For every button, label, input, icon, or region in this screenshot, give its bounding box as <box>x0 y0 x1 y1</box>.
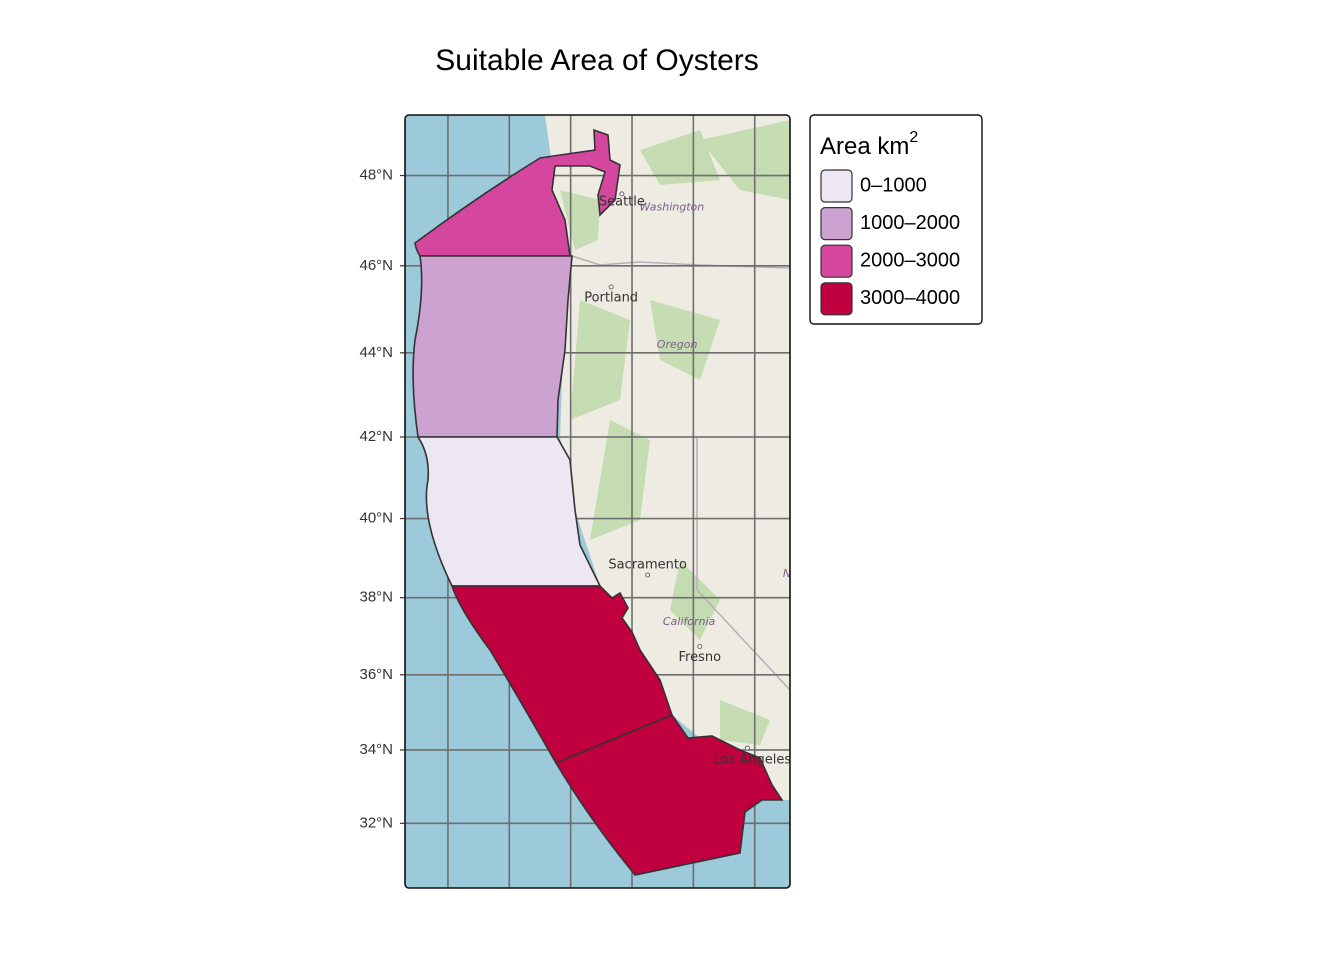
city-marker <box>608 284 614 290</box>
city-label: Portland <box>584 290 638 305</box>
legend-swatch <box>820 244 853 278</box>
legend-box <box>809 114 983 325</box>
legend-title: Area km2 <box>820 129 918 160</box>
region-north-california <box>416 436 602 587</box>
panel-border <box>404 114 791 889</box>
state-label: Oregon <box>657 338 698 351</box>
y-tick-label: 32°N <box>359 814 393 831</box>
legend: Area km2 0–1000 1000–2000 2000–3000 3000–40… <box>809 114 983 325</box>
y-tick-label: 46°N <box>359 257 393 274</box>
city-label: Fresno <box>679 650 722 665</box>
y-axis: 32°N 34°N 36°N 38°N 40°N 42°N 44°N 46°N 48°N <box>359 167 405 831</box>
legend-swatch <box>820 207 853 241</box>
city-label: Seattle <box>599 194 645 209</box>
state-label: California <box>663 615 716 628</box>
region-oregon <box>412 255 573 438</box>
vegetation <box>560 120 790 745</box>
map-panel: Washington Oregon California Nevada Seattle… <box>405 115 825 888</box>
places: Seattle Portland Sacramento Fresno Los Angel… <box>584 194 792 768</box>
city-marker <box>619 191 625 197</box>
legend-swatch <box>820 282 853 316</box>
y-tick-label: 36°N <box>359 666 393 683</box>
legend-swatch <box>820 169 853 203</box>
legend-label: 3000–4000 <box>860 287 960 309</box>
y-tick-label: 40°N <box>359 510 393 527</box>
y-tick-label: 38°N <box>359 589 393 606</box>
legend-title-sup: 2 <box>909 129 918 146</box>
y-tick-label: 48°N <box>359 167 393 184</box>
city-label: Sacramento <box>608 557 687 572</box>
legend-label: 2000–3000 <box>860 249 960 271</box>
regions <box>412 128 784 876</box>
region-washington <box>414 128 621 257</box>
city-label: Los Angeles <box>714 753 792 768</box>
land <box>545 115 790 800</box>
legend-label: 0–1000 <box>860 174 927 196</box>
y-tick-label: 34°N <box>359 741 393 758</box>
legend-label: 1000–2000 <box>860 212 960 234</box>
state-label: Nevada <box>783 567 825 580</box>
city-marker <box>697 644 703 650</box>
city-marker <box>744 745 750 751</box>
legend-title-text: Area km <box>820 133 909 160</box>
y-tick-label: 42°N <box>359 428 393 445</box>
map-title: Suitable Area of Oysters <box>435 44 759 77</box>
city-marker <box>645 572 651 578</box>
region-south-california <box>554 714 784 876</box>
state-label: Washington <box>640 201 705 214</box>
y-tick-label: 44°N <box>359 344 393 361</box>
region-central-california <box>450 585 674 765</box>
